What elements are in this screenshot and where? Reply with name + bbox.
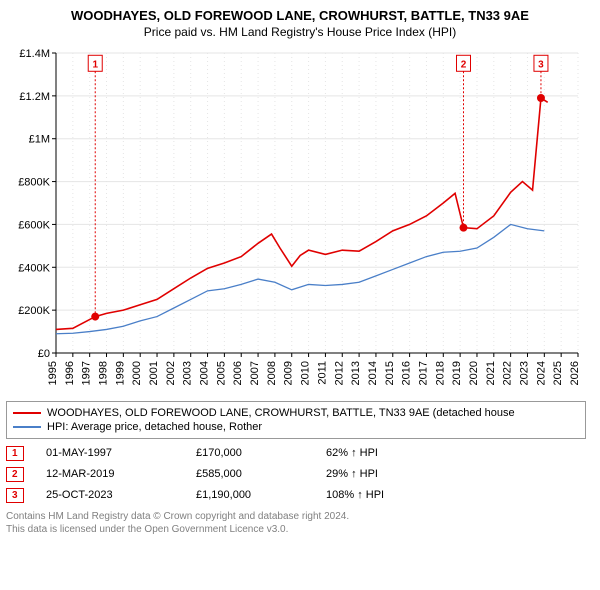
svg-text:2007: 2007 xyxy=(249,361,261,385)
svg-text:2003: 2003 xyxy=(182,361,194,385)
svg-text:2018: 2018 xyxy=(434,361,446,385)
svg-text:2022: 2022 xyxy=(502,361,514,385)
svg-text:1996: 1996 xyxy=(64,361,76,385)
svg-text:2021: 2021 xyxy=(485,361,497,385)
footer-line-2: This data is licensed under the Open Gov… xyxy=(6,523,594,536)
legend-label: HPI: Average price, detached house, Roth… xyxy=(47,421,262,433)
table-row: 2 12-MAR-2019£585,00029% ↑ HPI xyxy=(6,464,586,485)
svg-text:2008: 2008 xyxy=(266,361,278,385)
svg-text:2000: 2000 xyxy=(131,361,143,385)
price-cell: £1,190,000 xyxy=(196,485,326,506)
chart-svg: £0 £200K £400K £600K £800K £1M £1.2M £1.4M 1995 1… xyxy=(6,45,586,395)
footer-attribution: Contains HM Land Registry data © Crown c… xyxy=(6,510,594,536)
svg-text:2010: 2010 xyxy=(300,361,312,385)
svg-text:2: 2 xyxy=(461,59,467,70)
svg-text:£800K: £800K xyxy=(18,176,50,188)
svg-text:£1M: £1M xyxy=(29,134,50,146)
svg-text:2006: 2006 xyxy=(232,361,244,385)
svg-text:2012: 2012 xyxy=(333,361,345,385)
marker-badge: 3 xyxy=(6,488,24,503)
svg-text:£400K: £400K xyxy=(18,262,50,274)
delta-cell: 108% ↑ HPI xyxy=(326,485,586,506)
svg-text:£600K: £600K xyxy=(18,219,50,231)
date-cell: 25-OCT-2023 xyxy=(46,485,196,506)
date-cell: 01-MAY-1997 xyxy=(46,443,196,464)
svg-text:2024: 2024 xyxy=(535,361,547,385)
marker-badge: 2 xyxy=(6,467,24,482)
delta-cell: 62% ↑ HPI xyxy=(326,443,586,464)
svg-text:1999: 1999 xyxy=(114,361,126,385)
svg-text:£0: £0 xyxy=(38,348,50,360)
chart-subtitle: Price paid vs. HM Land Registry's House … xyxy=(6,25,594,39)
marker-cell: 2 xyxy=(6,464,46,485)
delta-cell: 29% ↑ HPI xyxy=(326,464,586,485)
svg-text:2025: 2025 xyxy=(552,361,564,385)
svg-text:2014: 2014 xyxy=(367,361,379,385)
svg-text:2017: 2017 xyxy=(417,361,429,385)
price-cell: £585,000 xyxy=(196,464,326,485)
price-chart: £0 £200K £400K £600K £800K £1M £1.2M £1.4M 1995 1… xyxy=(6,45,586,395)
legend: WOODHAYES, OLD FOREWOOD LANE, CROWHURST,… xyxy=(6,401,586,439)
svg-text:2019: 2019 xyxy=(451,361,463,385)
marker-cell: 3 xyxy=(6,485,46,506)
legend-item: WOODHAYES, OLD FOREWOOD LANE, CROWHURST,… xyxy=(13,406,579,420)
svg-text:3: 3 xyxy=(538,59,544,70)
svg-text:2002: 2002 xyxy=(165,361,177,385)
legend-item: HPI: Average price, detached house, Roth… xyxy=(13,420,579,434)
legend-swatch xyxy=(13,426,41,428)
svg-text:2001: 2001 xyxy=(148,361,160,385)
container: WOODHAYES, OLD FOREWOOD LANE, CROWHURST,… xyxy=(0,0,600,542)
marker-cell: 1 xyxy=(6,443,46,464)
legend-label: WOODHAYES, OLD FOREWOOD LANE, CROWHURST,… xyxy=(47,407,515,419)
svg-text:2013: 2013 xyxy=(350,361,362,385)
date-cell: 12-MAR-2019 xyxy=(46,464,196,485)
svg-text:2015: 2015 xyxy=(384,361,396,385)
svg-text:2011: 2011 xyxy=(316,361,328,385)
svg-text:2023: 2023 xyxy=(518,361,530,385)
svg-text:1997: 1997 xyxy=(81,361,93,385)
svg-text:2020: 2020 xyxy=(468,361,480,385)
chart-title: WOODHAYES, OLD FOREWOOD LANE, CROWHURST,… xyxy=(6,8,594,25)
svg-text:2026: 2026 xyxy=(569,361,581,385)
svg-text:£1.4M: £1.4M xyxy=(19,48,50,60)
table-row: 1 01-MAY-1997£170,00062% ↑ HPI xyxy=(6,443,586,464)
svg-text:2016: 2016 xyxy=(401,361,413,385)
svg-text:2004: 2004 xyxy=(199,361,211,385)
legend-swatch xyxy=(13,412,41,414)
sales-table: 1 01-MAY-1997£170,00062% ↑ HPI 2 12-MAR-201… xyxy=(6,443,586,506)
svg-text:2009: 2009 xyxy=(283,361,295,385)
svg-text:1: 1 xyxy=(92,59,98,70)
svg-text:1995: 1995 xyxy=(47,361,59,385)
svg-text:£1.2M: £1.2M xyxy=(19,91,50,103)
price-cell: £170,000 xyxy=(196,443,326,464)
marker-badge: 1 xyxy=(6,446,24,461)
footer-line-1: Contains HM Land Registry data © Crown c… xyxy=(6,510,594,523)
table-row: 3 25-OCT-2023£1,190,000108% ↑ HPI xyxy=(6,485,586,506)
svg-text:1998: 1998 xyxy=(98,361,110,385)
svg-text:2005: 2005 xyxy=(215,361,227,385)
svg-text:£200K: £200K xyxy=(18,305,50,317)
